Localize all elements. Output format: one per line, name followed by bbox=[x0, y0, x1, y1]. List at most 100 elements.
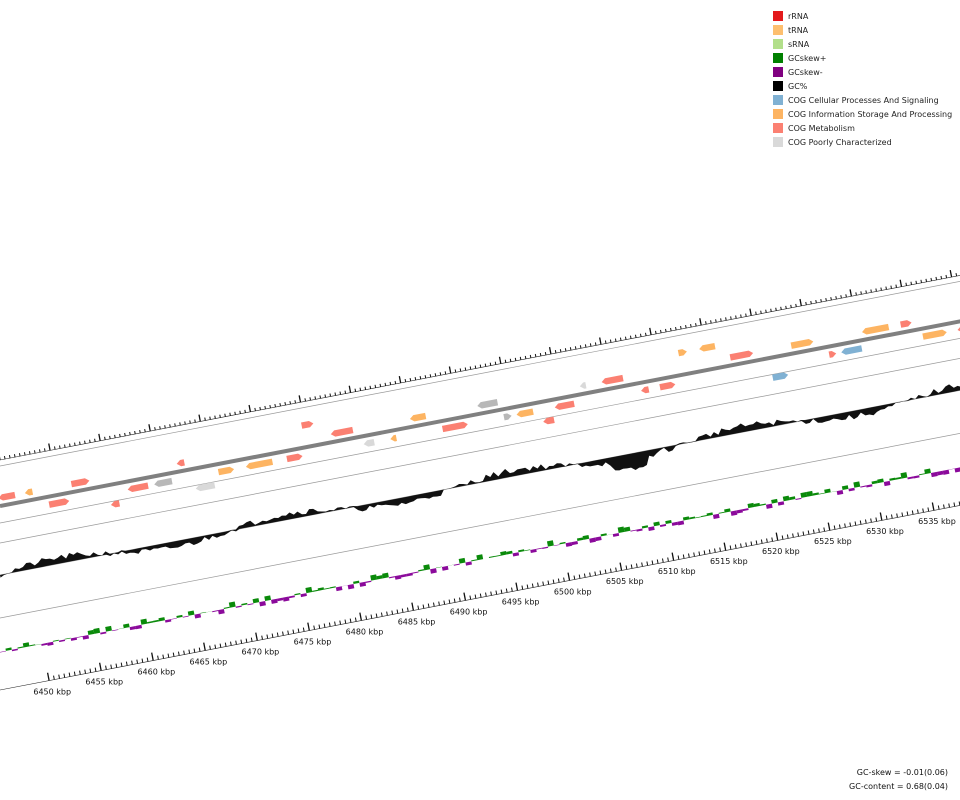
gc-skew-negative bbox=[712, 513, 720, 520]
inner-tick bbox=[901, 512, 904, 517]
inner-tick bbox=[432, 602, 435, 607]
inner-tick bbox=[151, 652, 154, 661]
gene-feature bbox=[441, 421, 468, 433]
outer-tick bbox=[394, 380, 397, 385]
inner-tick bbox=[740, 543, 742, 548]
gene-feature bbox=[554, 400, 575, 410]
inner-tick bbox=[537, 582, 539, 587]
outer-tick bbox=[935, 276, 938, 280]
inner-tick bbox=[838, 524, 841, 529]
inner-tick bbox=[651, 560, 654, 565]
gc-skew-positive bbox=[241, 602, 248, 606]
inner-tick bbox=[760, 539, 763, 544]
inner-tick bbox=[105, 665, 107, 670]
inner-tick bbox=[567, 572, 571, 581]
outer-tick bbox=[254, 407, 256, 411]
inner-tick bbox=[479, 593, 482, 598]
inner-tick bbox=[557, 578, 560, 583]
gene-feature bbox=[195, 481, 216, 492]
gc-skew-positive bbox=[853, 481, 861, 488]
outer-tick bbox=[690, 324, 692, 328]
outer-tick bbox=[239, 410, 241, 414]
gc-skew-negative bbox=[129, 625, 137, 631]
inner-tick bbox=[802, 531, 805, 536]
gene-feature bbox=[641, 386, 650, 394]
gc-skew-negative bbox=[671, 521, 679, 526]
outer-tick bbox=[594, 342, 597, 346]
gc-skew-negative bbox=[765, 503, 773, 509]
gc-skew-negative bbox=[400, 573, 408, 578]
outer-tick bbox=[148, 424, 151, 432]
gc-skew-positive bbox=[471, 559, 478, 562]
gc-skew-negative bbox=[866, 484, 873, 488]
inner-tick bbox=[334, 621, 336, 626]
inner-tick bbox=[53, 675, 55, 680]
gc-skew-negative bbox=[512, 552, 520, 557]
inner-tick bbox=[203, 642, 206, 651]
inner-tick bbox=[177, 651, 180, 656]
inner-tick bbox=[547, 580, 550, 585]
gc-skew-negative bbox=[135, 624, 143, 630]
outer-tick bbox=[169, 424, 171, 428]
outer-tick bbox=[645, 332, 647, 336]
outer-tick bbox=[670, 327, 672, 332]
gc-skew-negative bbox=[589, 537, 596, 543]
outer-tick bbox=[479, 364, 482, 368]
gc-skew-positive bbox=[494, 554, 501, 557]
legend-label: GCskew+ bbox=[788, 53, 827, 63]
inner-tick bbox=[734, 544, 737, 549]
gene-feature bbox=[841, 345, 863, 355]
inner-tick bbox=[641, 562, 643, 567]
gene-feature bbox=[301, 420, 314, 429]
inner-tick bbox=[807, 530, 810, 535]
gc-skew-negative bbox=[235, 605, 242, 608]
outer-tick bbox=[114, 434, 116, 438]
inner-tick bbox=[463, 592, 467, 601]
gc-skew-negative bbox=[936, 470, 944, 476]
gc-skew-negative bbox=[430, 568, 437, 574]
outer-tick bbox=[554, 350, 557, 354]
kbp-tick-label: 6485 kbp bbox=[398, 617, 436, 626]
gc-skew-negative bbox=[930, 471, 938, 478]
legend-item-trna: tRNA bbox=[773, 23, 952, 37]
outer-tick bbox=[229, 412, 231, 416]
inner-tick bbox=[157, 655, 159, 660]
outer-tick bbox=[795, 303, 797, 307]
inner-tick bbox=[349, 618, 352, 623]
gc-skew-negative bbox=[530, 548, 537, 554]
inner-tick bbox=[422, 604, 425, 609]
outer-tick bbox=[94, 438, 96, 442]
inner-tick bbox=[344, 619, 347, 624]
gc-skew-positive bbox=[782, 495, 790, 502]
gene-feature bbox=[245, 458, 274, 470]
inner-tick bbox=[781, 535, 784, 540]
inner-tick bbox=[448, 599, 451, 604]
gc-skew-positive bbox=[812, 492, 819, 496]
outer-tick bbox=[865, 290, 867, 294]
kbp-tick-label: 6490 kbp bbox=[450, 607, 488, 616]
outer-tick bbox=[930, 277, 933, 281]
outer-tick bbox=[234, 411, 236, 415]
outer-tick bbox=[509, 358, 512, 362]
gc-skew-negative bbox=[271, 598, 278, 604]
kbp-tick-label: 6480 kbp bbox=[346, 627, 384, 636]
gene-feature bbox=[922, 329, 947, 340]
outer-tick bbox=[289, 401, 291, 405]
inner-tick bbox=[688, 553, 690, 558]
outer-tick bbox=[13, 454, 16, 458]
gc-skew-positive bbox=[152, 619, 160, 623]
outer-tick bbox=[259, 406, 261, 411]
outer-tick bbox=[805, 301, 807, 306]
outer-tick bbox=[534, 353, 537, 358]
inner-tick bbox=[729, 545, 732, 550]
outer-tick bbox=[179, 422, 181, 426]
inner-tick bbox=[68, 672, 71, 677]
outer-tick bbox=[855, 292, 857, 296]
gc-skew-positive bbox=[889, 477, 896, 481]
outer-tick bbox=[624, 336, 627, 340]
gc-skew-positive bbox=[176, 614, 183, 619]
inner-tick bbox=[125, 661, 128, 666]
inner-tick bbox=[453, 598, 456, 603]
outer-tick bbox=[174, 423, 176, 427]
inner-tick bbox=[230, 641, 232, 646]
